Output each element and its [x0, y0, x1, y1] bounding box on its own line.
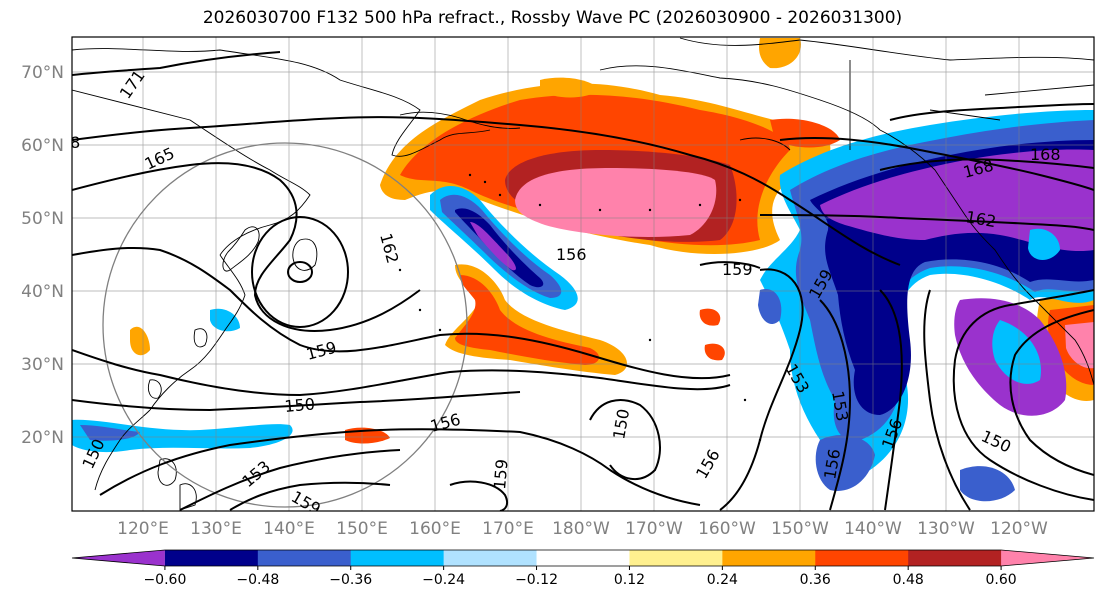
lat-label: 30°N — [21, 355, 64, 375]
lon-label: 120°E — [117, 519, 169, 539]
colorbar-swatch — [72, 550, 165, 566]
colorbar-tick-label: −0.36 — [329, 572, 372, 588]
lat-label: 20°N — [21, 428, 64, 448]
lat-label: 40°N — [21, 282, 64, 302]
colorbar-swatch — [908, 550, 1002, 566]
colorbar: −0.60 −0.48 −0.36 −0.24 −0.12 0.12 0.24 0.36 0.4… — [71, 549, 1095, 588]
colorbar-tick-label: 0.24 — [707, 572, 738, 588]
colorbar-tick-label: 0.60 — [986, 572, 1017, 588]
colorbar-tick-label: −0.12 — [515, 572, 558, 588]
colorbar-tick-label: 0.48 — [893, 572, 924, 588]
longitude-labels: 120°E 130°E 140°E 150°E 160°E 170°E 180°… — [117, 519, 1048, 539]
negative-shading-east-pacific — [758, 110, 1094, 502]
closed-low-contour — [287, 261, 313, 283]
contour-label: 58 — [60, 133, 80, 152]
colorbar-swatch — [536, 550, 630, 566]
lon-label: 140°W — [844, 519, 902, 539]
contour-label: 159 — [722, 260, 753, 279]
height-contours — [72, 51, 1094, 511]
lon-label: 160°E — [409, 519, 461, 539]
lon-label: 160°W — [698, 519, 756, 539]
map-title: 2026030700 F132 500 hPa refract., Rossby… — [202, 8, 903, 28]
map-frame — [71, 36, 1095, 512]
lat-label: 60°N — [21, 136, 64, 156]
colorbar-swatch — [350, 550, 445, 566]
negative-streak-west-pacific — [430, 185, 578, 310]
reference-ring — [102, 142, 468, 508]
contour-label: 168 — [1030, 145, 1061, 164]
positive-shading-north-pacific — [380, 38, 840, 255]
contour-label: 156 — [556, 245, 587, 264]
contour-label: 159 — [490, 458, 512, 490]
colorbar-swatch — [722, 550, 816, 566]
colorbar-tick-label: 0.12 — [614, 572, 645, 588]
lon-label: 180°W — [552, 519, 610, 539]
lat-label: 70°N — [21, 63, 64, 83]
colorbar-swatch — [629, 550, 723, 566]
lon-label: 150°E — [336, 519, 388, 539]
lon-label: 130°W — [917, 519, 975, 539]
colorbar-tick-label: 0.36 — [800, 572, 831, 588]
lon-label: 120°W — [990, 519, 1048, 539]
lon-label: 130°E — [190, 519, 242, 539]
colorbar-swatch — [1001, 550, 1094, 566]
closed-low-contour-outer — [251, 216, 349, 328]
colorbar-tick-label: −0.24 — [422, 572, 465, 588]
map-panel: 171 168 165 162 159 159 159 156 156 156 … — [60, 37, 1094, 511]
lon-label: 150°W — [771, 519, 829, 539]
colorbar-swatch — [443, 550, 538, 566]
colorbar-tick-label: −0.60 — [143, 572, 186, 588]
lon-label: 170°E — [482, 519, 534, 539]
colorbar-tick-label: −0.48 — [236, 572, 279, 588]
lon-label: 170°W — [625, 519, 683, 539]
contour-label: 150 — [284, 394, 316, 416]
colorbar-swatch — [257, 550, 352, 566]
latitude-labels: 70°N 60°N 50°N 40°N 30°N 20°N — [21, 63, 64, 448]
lat-label: 50°N — [21, 209, 64, 229]
colorbar-swatch — [164, 550, 259, 566]
colorbar-swatch — [815, 550, 909, 566]
gridlines — [72, 37, 1094, 511]
lon-label: 140°E — [263, 519, 315, 539]
